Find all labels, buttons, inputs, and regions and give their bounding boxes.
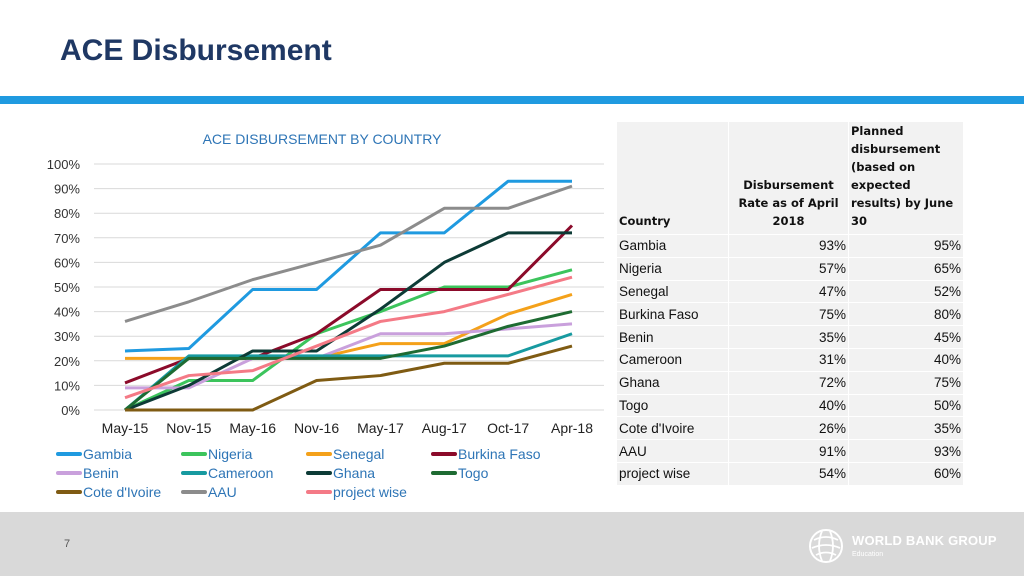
x-tick-label: May-15 [102,420,149,436]
cell-planned: 60% [849,462,963,485]
chart-title: ACE DISBURSEMENT BY COUNTRY [203,131,442,147]
page-number: 7 [64,538,71,550]
page-title: ACE Disbursement [60,34,332,67]
cell-disbursement-rate: 54% [729,462,848,485]
series-line [124,179,572,353]
table-header-row: Country Disbursement Rate as of April 20… [617,122,963,234]
cell-country: Ghana [617,371,728,394]
cell-planned: 65% [849,257,963,280]
table-row: Burkina Faso 75% 80% [617,303,963,326]
cell-planned: 52% [849,280,963,303]
cell-country: Benin [617,326,728,348]
cell-planned: 95% [849,235,963,257]
y-tick-label: 50% [54,280,80,295]
cell-disbursement-rate: 72% [729,371,848,394]
x-tick-label: May-16 [229,420,276,436]
cell-country: project wise [617,462,728,485]
world-bank-logo: WORLD BANK GROUP Education [808,526,1008,566]
globe-icon [809,529,843,563]
y-tick-label: 60% [54,255,80,270]
y-tick-label: 20% [54,354,80,369]
cell-country: Senegal [617,280,728,303]
cell-country: Gambia [617,235,728,257]
series-line [125,344,573,412]
logo-sub: Education [852,551,884,558]
y-tick-label: 10% [54,378,80,393]
legend-label: Gambia [83,446,132,462]
cell-planned: 40% [849,348,963,371]
cell-disbursement-rate: 75% [729,303,848,326]
legend-label: Burkina Faso [458,446,541,462]
cell-planned: 75% [849,371,963,394]
cell-country: AAU [617,440,728,462]
series-line [124,332,573,412]
cell-country: Cote d'Ivoire [617,417,728,440]
y-tick-label: 70% [54,231,80,246]
y-tick-label: 80% [54,206,80,221]
legend-label: project wise [333,484,407,500]
y-tick-label: 30% [54,329,80,344]
cell-disbursement-rate: 93% [729,235,848,257]
table-row: Cote d'Ivoire 26% 35% [617,417,963,440]
cell-disbursement-rate: 35% [729,326,848,348]
cell-planned: 45% [849,326,963,348]
legend-label: Benin [83,465,119,481]
cell-planned: 35% [849,417,963,440]
series-line [124,231,572,412]
line-chart: ACE DISBURSEMENT BY COUNTRY 0% 10% 20% 30% 4… [47,131,604,500]
legend-label: Nigeria [208,446,253,462]
cell-country: Cameroon [617,348,728,371]
table-row: Ghana 72% 75% [617,371,963,394]
cell-country: Burkina Faso [617,303,728,326]
header-disbursement-rate: Disbursement Rate as of April 2018 [729,122,848,234]
cell-disbursement-rate: 91% [729,440,848,462]
x-tick-label: May-17 [357,420,404,436]
table-row: Gambia 93% 95% [617,235,963,257]
cell-disbursement-rate: 26% [729,417,848,440]
table-row: Senegal 47% 52% [617,280,963,303]
x-tick-label: Aug-17 [422,420,467,436]
table-row: AAU 91% 93% [617,440,963,462]
cell-planned: 50% [849,394,963,417]
table-row: Nigeria 57% 65% [617,257,963,280]
y-tick-label: 40% [54,305,80,320]
x-tick-label: Oct-17 [487,420,529,436]
cell-planned: 93% [849,440,963,462]
series-line [124,184,573,323]
accent-bar [0,96,1024,104]
x-tick-label: Apr-18 [551,420,593,436]
cell-disbursement-rate: 57% [729,257,848,280]
header-country: Country [617,122,728,234]
legend-label: Senegal [333,446,384,462]
legend-label: Cameroon [208,465,273,481]
logo-name: WORLD BANK GROUP [852,533,997,548]
table-row: Togo 40% 50% [617,394,963,417]
footer: 7 WORLD BANK GROUP Education [0,512,1024,576]
cell-planned: 80% [849,303,963,326]
header-planned-disbursement: Planned disbursement (based on expected … [849,122,963,234]
y-tick-label: 90% [54,182,80,197]
table-row: Cameroon 31% 40% [617,348,963,371]
series-line [124,310,573,412]
cell-country: Nigeria [617,257,728,280]
disbursement-table: Country Disbursement Rate as of April 20… [616,121,964,486]
x-tick-label: Nov-16 [294,420,339,436]
legend-label: Cote d'Ivoire [83,484,161,500]
cell-country: Togo [617,394,728,417]
y-tick-label: 100% [47,157,81,172]
legend-label: AAU [208,484,237,500]
legend-label: Ghana [333,465,375,481]
x-tick-label: Nov-15 [166,420,211,436]
cell-disbursement-rate: 40% [729,394,848,417]
table-row: Benin 35% 45% [617,326,963,348]
y-tick-label: 0% [61,403,80,418]
legend-label: Togo [458,465,489,481]
series-line [124,275,573,400]
cell-disbursement-rate: 47% [729,280,848,303]
table-row: project wise 54% 60% [617,462,963,485]
cell-disbursement-rate: 31% [729,348,848,371]
